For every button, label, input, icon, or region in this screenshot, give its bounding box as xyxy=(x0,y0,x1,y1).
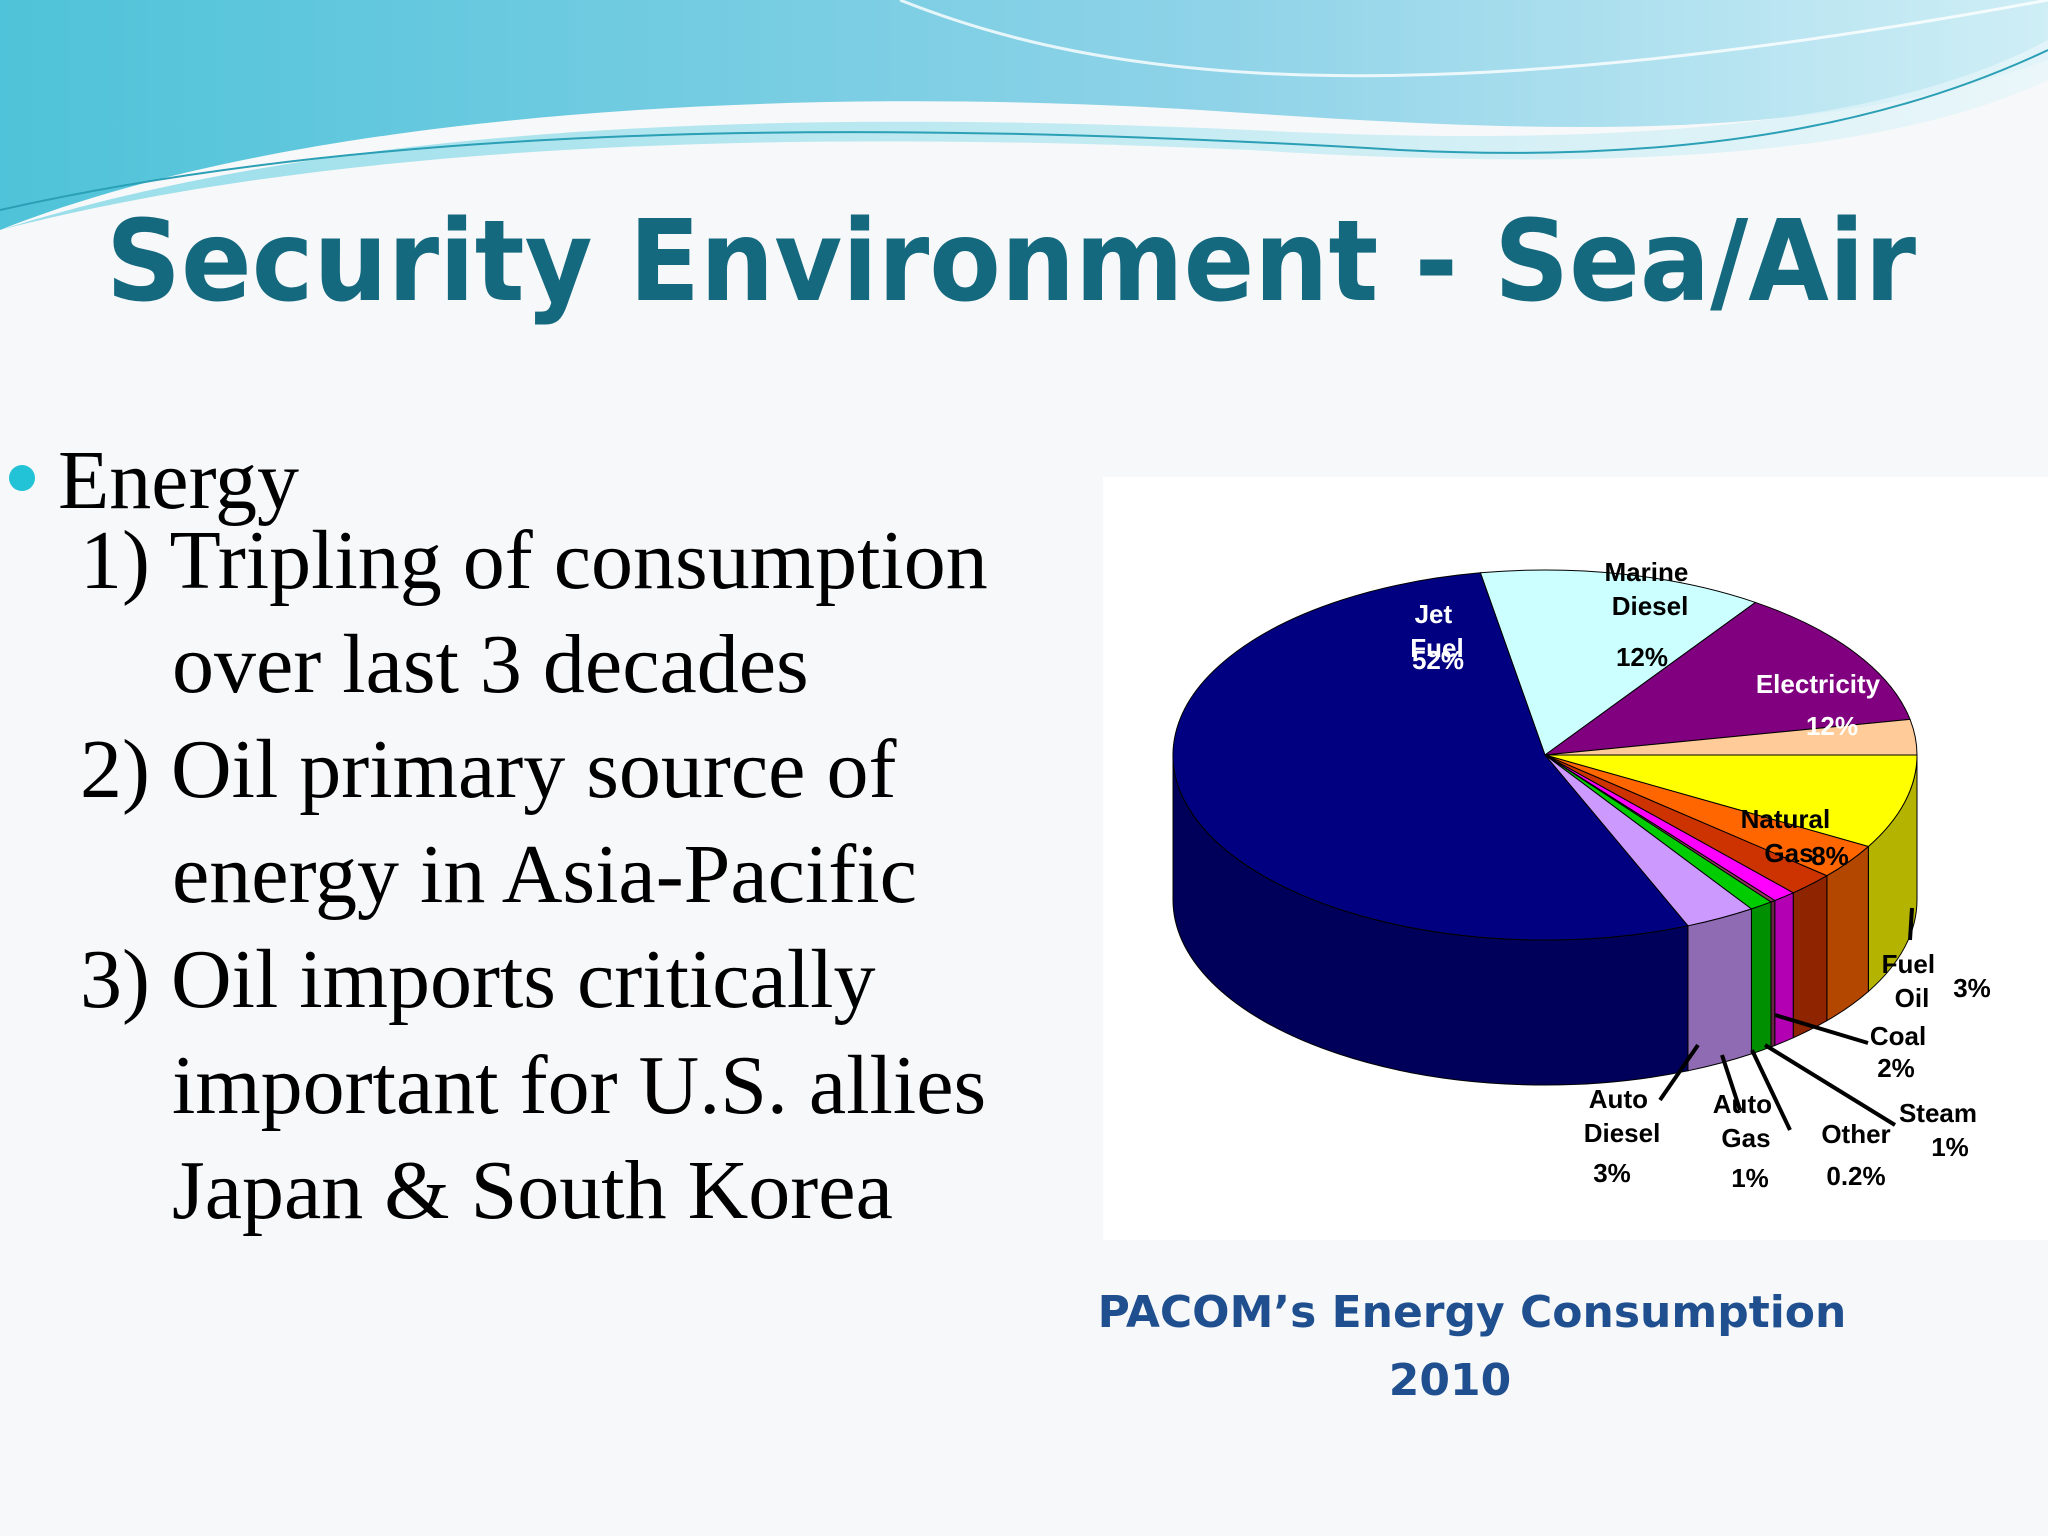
slice-side xyxy=(1792,874,1828,1039)
slice-value-label: 2% xyxy=(1877,1053,1915,1083)
bullet-item-line: over last 3 decades xyxy=(172,618,809,711)
slice-label: Natural Gas xyxy=(1741,804,1838,868)
slice-label: Electricity xyxy=(1756,669,1881,699)
bullet-item-line: 2) Oil primary source of xyxy=(80,723,896,816)
leader-line xyxy=(1774,1013,1869,1045)
slice-label: Coal xyxy=(1870,1021,1926,1051)
pie-slice xyxy=(1172,572,1689,941)
bullet-item-line: Japan & South Korea xyxy=(172,1144,893,1237)
slice-side xyxy=(1770,899,1776,1048)
bullet-item-line: 3) Oil imports critically xyxy=(80,933,876,1026)
slice-value-label: 3% xyxy=(1953,973,1991,1003)
chart-title: PACOM’s Energy Consumption xyxy=(1098,1287,1847,1338)
slice-value-label: 3% xyxy=(1593,1158,1631,1188)
bullet-item-line: important for U.S. allies xyxy=(172,1039,986,1132)
slice-value-label: 1% xyxy=(1931,1132,1969,1162)
bullet-item-line: 1) Tripling of consumption xyxy=(80,514,988,607)
slide-title: Security Environment - Sea/Air xyxy=(106,197,1916,327)
slice-value-label: 12% xyxy=(1806,711,1858,741)
slice-side xyxy=(1750,901,1772,1055)
slice-value-label: 52% xyxy=(1412,645,1464,675)
slice-label: Fuel Oil xyxy=(1882,949,1943,1013)
slice-value-label: 12% xyxy=(1616,642,1668,672)
leader-line xyxy=(1750,1049,1792,1131)
slice-value-label: 1% xyxy=(1731,1163,1769,1193)
leader-line xyxy=(1658,1043,1700,1102)
bullet-items: 1) Tripling of consumption over last 3 de… xyxy=(80,514,988,1237)
slice-label: Auto Gas xyxy=(1713,1089,1779,1153)
slice-label: Steam xyxy=(1899,1098,1977,1128)
pie-chart: Marine Diesel 12% Electricity 12% Natural Ga… xyxy=(1172,557,1991,1193)
slice-label: Other xyxy=(1821,1119,1890,1149)
leader-line xyxy=(1908,907,1914,941)
pie-slice xyxy=(1544,754,1918,848)
slice-value-label: 0.2% xyxy=(1826,1161,1885,1191)
pie-slice xyxy=(1543,601,1911,756)
bullet-text: Energy xyxy=(58,434,299,527)
leader-line xyxy=(1720,1054,1742,1111)
header-waves xyxy=(0,0,2048,230)
slice-label: Jet Fuel xyxy=(1410,599,1463,663)
leader-line xyxy=(1763,1043,1897,1127)
chart-title: 2010 xyxy=(1389,1355,1511,1406)
slice-value-label: 8% xyxy=(1811,841,1849,871)
slice-label: Marine Diesel xyxy=(1604,557,1695,621)
slice-label: Auto Diesel xyxy=(1584,1084,1661,1148)
bullet-item-line: energy in Asia-Pacific xyxy=(172,828,917,921)
pie-slice xyxy=(1479,569,1757,756)
slice-side xyxy=(1774,892,1794,1047)
bullet-dot xyxy=(9,465,35,491)
